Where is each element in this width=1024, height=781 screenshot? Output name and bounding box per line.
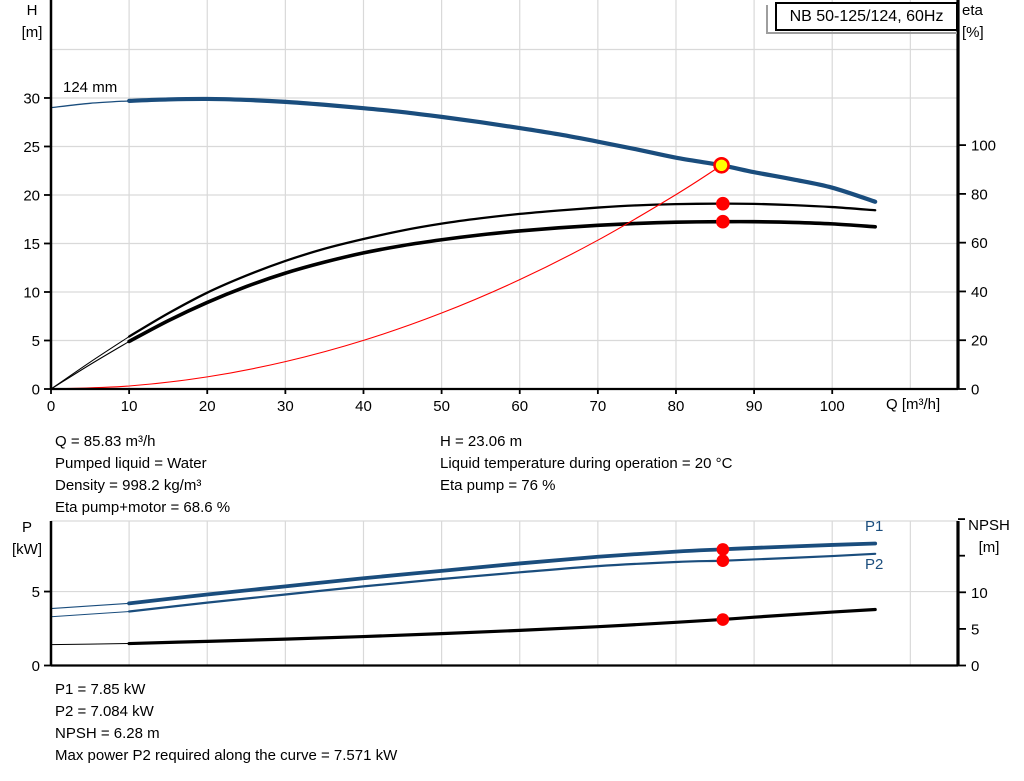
tick-label: 30 bbox=[23, 90, 40, 107]
p2-curve-label: P2 bbox=[865, 556, 884, 573]
duty-point-marker bbox=[713, 157, 730, 174]
info-line-density: Density = 998.2 kg/m³ bbox=[55, 477, 202, 494]
tick-label: 20 bbox=[23, 187, 40, 204]
tick-label: 5 bbox=[971, 621, 979, 638]
npsh-axis-unit: [m] bbox=[978, 539, 1000, 556]
info-line-h: H = 23.06 m bbox=[440, 433, 523, 450]
tick-label: 5 bbox=[32, 333, 40, 350]
npsh-axis-symbol: NPSH bbox=[968, 517, 1010, 534]
p-axis-unit: [kW] bbox=[12, 541, 42, 558]
info-line-q: Q = 85.83 m³/h bbox=[55, 433, 156, 450]
info-line-p2: P2 = 7.084 kW bbox=[55, 703, 154, 720]
impeller-diameter-label: 124 mm bbox=[63, 79, 118, 96]
info-line-eta-pump: Eta pump = 76 % bbox=[440, 477, 556, 494]
qh-curve-124mm bbox=[127, 96, 878, 204]
tick-label: 0 bbox=[971, 382, 979, 399]
tick-label: 60 bbox=[511, 398, 528, 415]
tick-label: 40 bbox=[355, 398, 372, 415]
eta-pump-motor-marker bbox=[716, 214, 730, 229]
tick-label: 5 bbox=[32, 584, 40, 601]
info-line-max-power: Max power P2 required along the curve = … bbox=[55, 747, 398, 764]
npsh-marker bbox=[716, 613, 730, 626]
tick-label: 10 bbox=[23, 284, 40, 301]
tick-label: 20 bbox=[199, 398, 216, 415]
tick-label: 100 bbox=[820, 398, 845, 415]
tick-label: 40 bbox=[971, 284, 988, 301]
eta-pump-marker bbox=[716, 196, 730, 211]
tick-label: 80 bbox=[971, 186, 988, 203]
p-axis-symbol: P bbox=[21, 519, 32, 536]
h-axis-unit: [m] bbox=[21, 24, 43, 41]
info-line-temperature: Liquid temperature during operation = 20… bbox=[440, 455, 733, 472]
tick-label: 0 bbox=[32, 658, 40, 675]
p-axis-label: P [kW] bbox=[5, 517, 49, 561]
tick-label: 60 bbox=[971, 235, 988, 252]
tick-label: 30 bbox=[277, 398, 294, 415]
tick-label: 20 bbox=[971, 333, 988, 350]
operating-data-right: H = 23.06 m Liquid temperature during op… bbox=[440, 431, 732, 497]
p1-marker bbox=[716, 543, 730, 556]
tick-label: 10 bbox=[971, 585, 988, 602]
qh-curve-124mm-lead bbox=[50, 100, 130, 109]
p2-curve-lead bbox=[50, 611, 130, 618]
npsh-curve bbox=[127, 607, 877, 646]
tick-label: 10 bbox=[121, 398, 138, 415]
tick-label: 50 bbox=[433, 398, 450, 415]
p1-curve-lead bbox=[50, 602, 130, 610]
info-line-npsh: NPSH = 6.28 m bbox=[55, 725, 160, 742]
tick-label: 100 bbox=[971, 138, 996, 155]
tick-label: 0 bbox=[47, 398, 55, 415]
h-axis-label: H [m] bbox=[10, 0, 54, 44]
tick-label: 0 bbox=[971, 658, 979, 675]
p2-marker bbox=[716, 554, 730, 568]
npsh-axis-label: NPSH [m] bbox=[960, 515, 1018, 559]
tick-label: 70 bbox=[590, 398, 607, 415]
eta-pump-curve bbox=[127, 202, 877, 338]
npsh-curve-lead bbox=[50, 643, 130, 646]
info-line-p1: P1 = 7.85 kW bbox=[55, 681, 146, 698]
tick-label: 0 bbox=[32, 382, 40, 399]
eta-pump-motor-curve bbox=[127, 219, 877, 344]
eta-axis-unit: [%] bbox=[962, 24, 984, 41]
power-data-block: P1 = 7.85 kW P2 = 7.084 kW NPSH = 6.28 m… bbox=[55, 679, 397, 767]
eta-axis-symbol: eta bbox=[962, 2, 983, 19]
system-curve bbox=[50, 164, 723, 390]
tick-label: 90 bbox=[746, 398, 763, 415]
tick-label: 15 bbox=[23, 236, 40, 253]
eta-axis-label: eta [%] bbox=[962, 0, 1008, 44]
operating-data-left: Q = 85.83 m³/h Pumped liquid = Water Den… bbox=[55, 431, 230, 519]
info-line-liquid: Pumped liquid = Water bbox=[55, 455, 207, 472]
tick-label: 80 bbox=[668, 398, 685, 415]
q-axis-label: Q [m³/h] bbox=[886, 396, 941, 413]
p1-curve bbox=[127, 541, 878, 606]
h-axis-symbol: H bbox=[26, 2, 38, 19]
p1-curve-label: P1 bbox=[865, 518, 884, 535]
info-line-eta-pump-motor: Eta pump+motor = 68.6 % bbox=[55, 499, 231, 516]
tick-label: 25 bbox=[23, 139, 40, 156]
pump-title: NB 50-125/124, 60Hz bbox=[775, 2, 958, 31]
p2-curve bbox=[128, 552, 877, 613]
eta-pump-motor-curve-lead bbox=[50, 340, 130, 390]
title-box-shadow bbox=[766, 5, 957, 34]
